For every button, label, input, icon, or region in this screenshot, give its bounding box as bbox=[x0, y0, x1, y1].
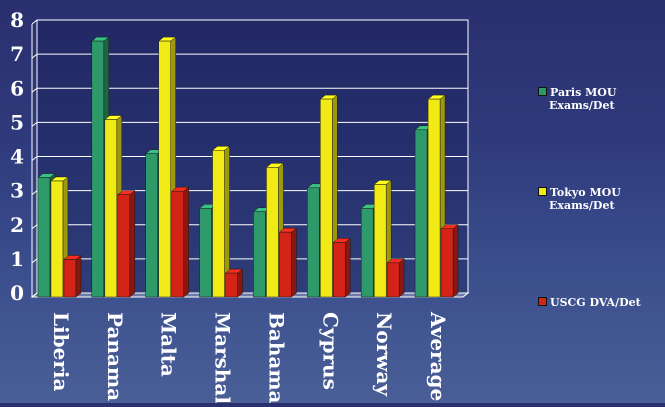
bar-uscg bbox=[225, 272, 238, 298]
bar-tokyo bbox=[212, 150, 225, 298]
legend-label-paris: Paris MOU bbox=[550, 86, 617, 99]
bar-tokyo bbox=[320, 98, 333, 298]
y-tick-label: 2 bbox=[10, 213, 24, 237]
bar-paris bbox=[199, 208, 212, 298]
bar-paris bbox=[360, 208, 374, 298]
bar-uscg bbox=[386, 262, 400, 298]
y-tick-label: 0 bbox=[10, 281, 24, 305]
bar-side bbox=[75, 254, 82, 298]
gridline-side bbox=[31, 121, 38, 127]
y-tick-label: 5 bbox=[10, 110, 24, 134]
y-tick-label: 6 bbox=[10, 76, 24, 100]
legend-item-uscg: USCG DVA/Det bbox=[538, 296, 665, 309]
bar-side bbox=[183, 186, 189, 298]
x-category-label: Panama bbox=[103, 312, 127, 401]
bar-uscg bbox=[117, 194, 131, 298]
bar-uscg bbox=[440, 228, 454, 298]
y-tick-label: 3 bbox=[10, 179, 24, 203]
bar-tokyo bbox=[104, 119, 118, 298]
legend-label-tokyo-line2: Exams/Det bbox=[549, 199, 615, 212]
gridline-side bbox=[31, 19, 38, 25]
y-tick-label: 7 bbox=[10, 42, 24, 66]
y-tick-label: 8 bbox=[10, 8, 24, 32]
bar-side bbox=[452, 224, 459, 298]
x-category-label: Norway bbox=[372, 312, 396, 397]
bar-uscg bbox=[279, 231, 292, 298]
bar-paris bbox=[91, 40, 105, 298]
y-tick-label: 1 bbox=[10, 247, 24, 271]
x-category-label: Liberia bbox=[49, 312, 73, 392]
bar-side bbox=[345, 237, 351, 298]
gridline-side bbox=[31, 292, 38, 298]
legend-swatch-uscg bbox=[538, 297, 547, 306]
legend-item-paris: Paris MOU Exams/Det bbox=[538, 86, 665, 112]
bar-paris bbox=[307, 187, 320, 298]
bar-paris bbox=[145, 153, 158, 298]
legend-label-paris-line2: Exams/Det bbox=[549, 99, 615, 112]
x-category-label: Marshall bbox=[211, 312, 235, 403]
bar-paris bbox=[414, 129, 428, 298]
bar-uscg bbox=[333, 242, 346, 298]
bar-uscg bbox=[171, 190, 184, 298]
x-category-label: Cyprus bbox=[318, 312, 342, 390]
bar-paris bbox=[253, 211, 266, 298]
bar-tokyo bbox=[158, 40, 171, 298]
legend-swatch-paris bbox=[538, 87, 547, 96]
gridline-side bbox=[31, 87, 38, 93]
gridline-side bbox=[31, 53, 38, 59]
bar-side bbox=[237, 268, 243, 298]
legend-label-uscg: USCG DVA/Det bbox=[550, 296, 641, 309]
bar-side bbox=[129, 190, 136, 298]
bar-side bbox=[291, 227, 297, 298]
gridline-side bbox=[31, 224, 38, 230]
gridline-side bbox=[31, 258, 38, 264]
bar-side bbox=[398, 258, 405, 298]
bar-uscg bbox=[63, 259, 77, 298]
y-tick-label: 4 bbox=[10, 145, 24, 169]
bar-paris bbox=[37, 177, 51, 298]
legend-swatch-tokyo bbox=[538, 187, 547, 196]
x-category-label: Average bbox=[426, 311, 450, 401]
gridline-side bbox=[31, 156, 38, 161]
bar-tokyo bbox=[427, 98, 441, 298]
x-category-label: Bahama bbox=[264, 312, 288, 403]
bar-tokyo bbox=[50, 180, 64, 298]
gridline-side bbox=[31, 190, 38, 196]
x-category-label: Malta bbox=[157, 312, 181, 377]
legend-label-tokyo: Tokyo MOU bbox=[550, 186, 621, 199]
legend-item-tokyo: Tokyo MOU Exams/Det bbox=[538, 186, 665, 212]
bar-tokyo bbox=[373, 184, 387, 298]
bar-tokyo bbox=[266, 167, 279, 298]
